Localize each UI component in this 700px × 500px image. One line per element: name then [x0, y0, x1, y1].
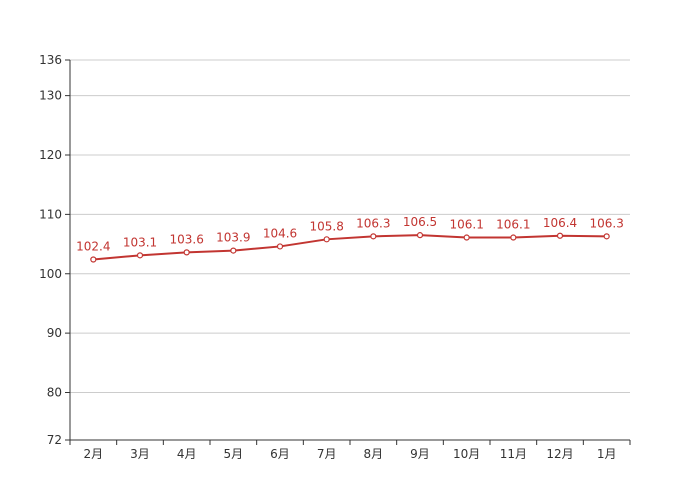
data-label: 106.3 [356, 216, 390, 230]
x-tick-label: 5月 [224, 447, 244, 461]
data-label: 106.1 [449, 218, 483, 232]
y-tick-label: 120 [39, 148, 62, 162]
data-label: 106.3 [589, 216, 623, 230]
data-point [323, 236, 330, 243]
y-tick-label: 80 [47, 386, 62, 400]
grid-lines [70, 59, 630, 393]
x-tick-label: 2月 [84, 447, 104, 461]
data-point [276, 243, 284, 250]
data-point [183, 249, 190, 256]
series-group [90, 232, 610, 263]
x-tick-label: 6月 [270, 447, 290, 461]
y-tick-label: 72 [47, 433, 62, 447]
x-tick-label: 8月 [364, 447, 384, 461]
data-label: 106.1 [496, 218, 530, 232]
x-tick-label: 7月 [317, 447, 337, 461]
data-labels: 102.4 103.1 103.6 103.9 104.6 105.8 106.3 106.5… [76, 215, 624, 253]
y-tick-label: 130 [39, 89, 62, 103]
y-tick-label: 136 [39, 53, 62, 67]
x-tick-label: 4月 [177, 447, 197, 461]
data-label: 106.5 [403, 215, 437, 229]
data-label: 104.6 [263, 226, 297, 240]
data-point [230, 247, 237, 254]
data-label: 106.4 [543, 216, 577, 230]
x-tick-label: 1月 [597, 447, 617, 461]
data-point [463, 234, 470, 241]
x-tick-label: 3月 [130, 447, 150, 461]
data-point [510, 234, 517, 241]
series-line [93, 234, 607, 261]
y-tick-label: 90 [47, 326, 62, 340]
x-axis: 2月 3月 4月 5月 6月 7月 8月 9月 10月 11月 12月 1月 [69, 439, 631, 461]
x-tick-label: 10月 [453, 447, 480, 461]
x-tick-label: 11月 [500, 447, 527, 461]
data-label: 103.6 [169, 232, 203, 246]
data-point [603, 233, 610, 240]
data-point [416, 232, 424, 239]
data-label: 102.4 [76, 240, 110, 254]
data-label: 103.1 [123, 235, 157, 249]
x-tick-label: 9月 [410, 447, 430, 461]
data-label: 105.8 [309, 219, 343, 233]
data-point [136, 252, 144, 259]
y-tick-label: 100 [39, 267, 62, 281]
y-tick-label: 110 [39, 207, 62, 221]
data-label: 103.9 [216, 231, 250, 245]
data-point [370, 233, 377, 240]
x-tick-label: 12月 [546, 447, 573, 461]
y-axis: 72 80 90 100 110 120 130 136 [39, 53, 71, 447]
data-point [556, 232, 564, 239]
data-point [90, 256, 97, 263]
